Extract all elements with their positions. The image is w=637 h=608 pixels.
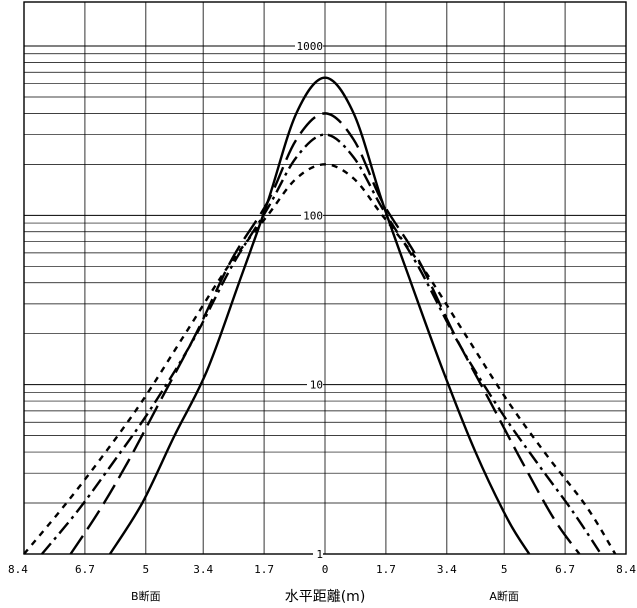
x-tick-label: 5	[501, 563, 508, 576]
x-tick-label: 8.4	[8, 563, 28, 576]
x-tick-label: 8.4	[616, 563, 636, 576]
x-tick-label: 5	[143, 563, 150, 576]
y-tick-label: 10	[310, 379, 323, 392]
x-tick-label: 1.7	[376, 563, 396, 576]
x-tick-label: 0	[322, 563, 329, 576]
section-label: A断面	[489, 589, 519, 603]
y-tick-label-background	[301, 209, 323, 222]
y-tick-labels: 1 10 100 1000	[295, 40, 323, 561]
y-tick-label: 1	[316, 548, 323, 561]
series-line-short-dash	[23, 163, 617, 555]
series-line-long-dash	[69, 112, 581, 555]
series-line-solid	[108, 76, 531, 555]
x-tick-labels: 8.4 6.7 5 3.4 1.7 0 1.7 3.4 5 6.7 8.4	[8, 563, 636, 576]
x-tick-label: 6.7	[555, 563, 575, 576]
y-tick-label-background	[295, 40, 323, 52]
y-tick-label: 100	[303, 209, 323, 222]
x-tick-label: 6.7	[75, 563, 95, 576]
series-line-dash-dot	[40, 133, 602, 555]
x-tick-label: 3.4	[437, 563, 457, 576]
y-tick-label: 1000	[297, 40, 324, 53]
series-group	[23, 76, 617, 555]
section-label: B断面	[131, 589, 161, 603]
x-axis-title: 水平距離(m)	[285, 588, 366, 605]
x-tick-label: 3.4	[193, 563, 213, 576]
y-tick-label-background	[313, 548, 323, 560]
plot-frame	[23, 1, 627, 555]
y-tick-label-background	[307, 378, 323, 391]
x-tick-label: 1.7	[254, 563, 274, 576]
section-labels: B断面 A断面	[131, 589, 519, 603]
grid-lines	[23, 2, 627, 555]
